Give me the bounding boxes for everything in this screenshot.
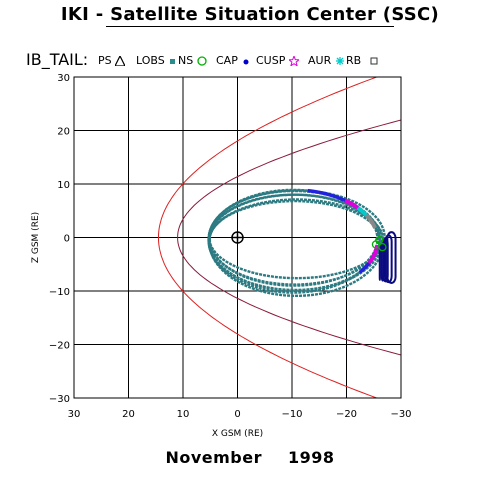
legend-item-aur: AUR: [308, 54, 345, 67]
cap-segment-lower: [358, 262, 371, 274]
y-tick-label: −20: [49, 341, 70, 352]
y-tick-label: 0: [64, 234, 70, 245]
star-icon: [288, 56, 299, 66]
legend-label-ps: PS: [98, 54, 112, 67]
legend-item-cap: CAP: [216, 54, 251, 67]
cap-segment: [307, 188, 346, 203]
ring-current-segment: [364, 213, 377, 229]
y-tick-label: 10: [57, 180, 70, 191]
plot-frame: [73, 76, 402, 399]
cusp-segment-lower: [367, 245, 380, 265]
magnetopause-line: [177, 119, 401, 356]
y-axis-label: Z GSM (RE): [31, 212, 41, 263]
legend-label-rb: RB: [346, 54, 362, 67]
date-month: November: [165, 448, 262, 467]
x-tick-label: −30: [390, 409, 411, 420]
triangle-icon: [115, 56, 126, 66]
y-tick-label: −30: [49, 394, 70, 405]
dot-icon: [243, 59, 249, 65]
plot-area: [158, 77, 401, 398]
x-tick-label: −10: [281, 409, 302, 420]
y-tick-label: 20: [57, 127, 70, 138]
date-year: 1998: [288, 448, 335, 467]
legend: IB_TAIL: PS LOBS NS CAP CUSP AUR RB: [26, 50, 496, 70]
x-tick-label: −20: [336, 409, 357, 420]
orbit-track: [208, 189, 386, 280]
legend-item-ps: PS: [98, 54, 126, 67]
legend-item-rb: RB: [346, 54, 379, 67]
legend-satellite-name: IB_TAIL:: [26, 50, 89, 69]
x-tick-label: 20: [122, 409, 135, 420]
x-axis-label: X GSM (RE): [212, 429, 263, 439]
legend-label-aur: AUR: [308, 54, 332, 67]
x-tick-label: 30: [68, 409, 81, 420]
legend-label-ns: NS: [178, 54, 194, 67]
y-tick-label: −10: [49, 287, 70, 298]
legend-label-lobs: LOBS: [136, 54, 165, 67]
bow-shock-line: [158, 77, 379, 398]
legend-item-ns: NS: [178, 54, 207, 67]
square-icon: [170, 59, 176, 64]
legend-item-lobs: LOBS: [136, 54, 178, 67]
circle-icon: [197, 56, 207, 66]
y-tick-label: 30: [57, 73, 70, 84]
tail-loop: [384, 234, 393, 284]
legend-item-cusp: CUSP: [256, 54, 299, 67]
asterisk-icon: [335, 57, 344, 65]
x-tick-label: 0: [234, 409, 240, 420]
date-caption: November 1998: [0, 448, 500, 467]
orbit-track: [208, 199, 381, 286]
ns-marker: [378, 242, 387, 252]
title-underline: [106, 26, 394, 27]
square-outline-icon: [370, 57, 378, 65]
legend-label-cusp: CUSP: [256, 54, 286, 67]
aurora-segment: [356, 206, 368, 217]
cusp-segment-upper: [344, 198, 359, 210]
legend-label-cap: CAP: [216, 54, 238, 67]
page-title: IKI - Satellite Situation Center (SSC): [60, 4, 440, 25]
x-tick-label: 10: [177, 409, 190, 420]
